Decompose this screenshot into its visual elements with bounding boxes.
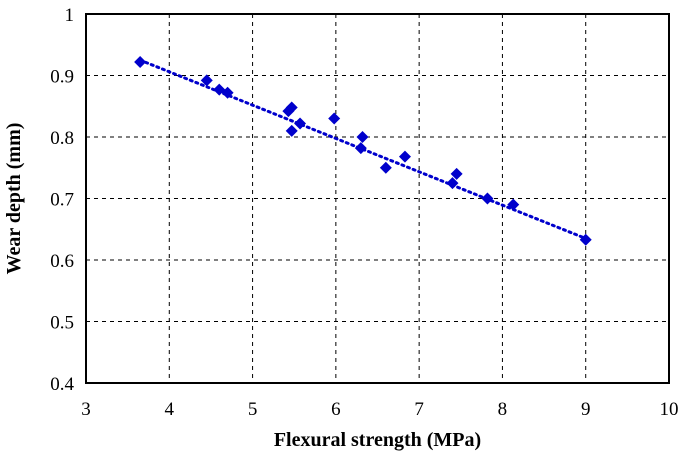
x-tick-label: 7: [414, 399, 424, 420]
x-tick-label: 4: [165, 399, 175, 420]
y-axis-ticks: 0.4 0.5 0.6 0.7 0.8 0.9 1: [50, 5, 74, 395]
y-tick-label: 0.6: [50, 251, 74, 272]
x-tick-label: 9: [581, 399, 591, 420]
x-tick-label: 5: [248, 399, 258, 420]
data-points: [134, 55, 592, 246]
data-point: [285, 124, 298, 137]
x-tick-label: 8: [498, 399, 508, 420]
data-point: [294, 117, 307, 130]
x-axis-ticks: 3 4 5 6 7 8 9 10: [81, 399, 678, 420]
y-tick-label: 0.9: [50, 67, 74, 88]
y-tick-label: 0.8: [50, 128, 74, 149]
y-tick-label: 0.7: [50, 190, 74, 211]
data-point: [507, 198, 520, 211]
data-point: [450, 167, 463, 180]
grid-lines: [86, 14, 669, 383]
data-point: [379, 161, 392, 174]
y-tick-label: 0.4: [50, 374, 74, 395]
data-point: [221, 86, 234, 99]
data-point: [579, 233, 592, 246]
y-axis-title: Wear depth (mm): [3, 123, 25, 275]
data-point: [285, 101, 298, 114]
data-point: [354, 142, 367, 155]
data-point: [481, 192, 494, 205]
x-axis-title: Flexural strength (MPa): [274, 429, 481, 451]
data-point: [134, 55, 147, 68]
data-point: [446, 177, 459, 190]
x-tick-label: 10: [660, 399, 679, 420]
data-point: [328, 112, 341, 125]
data-point: [398, 150, 411, 163]
y-tick-label: 1: [65, 5, 75, 26]
y-tick-label: 0.5: [50, 313, 74, 334]
x-tick-label: 3: [81, 399, 91, 420]
data-point: [200, 74, 213, 87]
plot-area: [85, 13, 670, 384]
data-point: [356, 131, 369, 143]
x-tick-label: 6: [331, 399, 341, 420]
